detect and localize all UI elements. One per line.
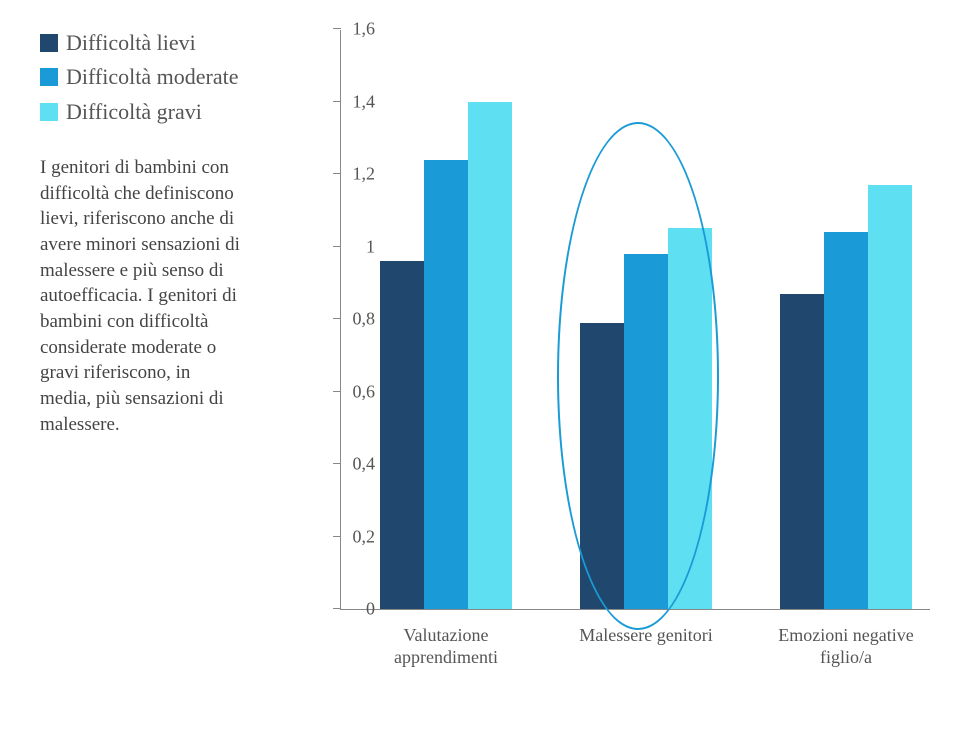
y-axis-label: 1,2 [335,164,375,185]
legend-item: Difficoltà moderate [40,64,240,90]
y-axis-label: 0,6 [335,381,375,402]
legend-item: Difficoltà gravi [40,99,240,125]
bar [424,160,468,610]
legend-label: Difficoltà gravi [66,99,202,125]
legend-swatch [40,34,58,52]
chart-column: 0 0,2 0,4 0,6 0,8 1 1,2 1,4 1,6 Valutazioneappren… [260,20,940,734]
description-text: I genitori di bambini con difficoltà che… [40,155,240,437]
bar-group [571,228,721,609]
plot-area: 00,20,40,60,811,21,41,6Valutazioneappren… [340,30,930,610]
left-column: Difficoltà lievi Difficoltà moderate Diffi… [40,20,260,734]
bar [780,294,824,609]
bar-chart: 00,20,40,60,811,21,41,6Valutazioneappren… [300,20,940,660]
x-axis-label: Malessere genitori [551,625,741,647]
bar [468,102,512,610]
bar [580,323,624,609]
chart-legend: Difficoltà lievi Difficoltà moderate Diffi… [40,30,240,125]
x-axis-label: Emozioni negativefiglio/a [751,625,941,668]
bar [380,261,424,609]
y-axis-label: 0,4 [335,454,375,475]
y-axis-label: 0,8 [335,309,375,330]
y-axis-label: 0,2 [335,526,375,547]
y-axis-label: 1 [335,236,375,257]
bar-group [371,102,521,610]
legend-swatch [40,68,58,86]
x-axis-label: Valutazioneapprendimenti [351,625,541,668]
y-axis-label: 1,4 [335,91,375,112]
legend-label: Difficoltà moderate [66,64,238,90]
bar [824,232,868,609]
bar [624,254,668,609]
bar-group [771,185,921,609]
bar [868,185,912,609]
y-axis-label: 1,6 [335,19,375,40]
y-axis-label: 0 [335,599,375,620]
legend-item: Difficoltà lievi [40,30,240,56]
slide-container: Difficoltà lievi Difficoltà moderate Diffi… [0,0,960,754]
bars-container [341,30,930,609]
legend-label: Difficoltà lievi [66,30,196,56]
legend-swatch [40,103,58,121]
bar [668,228,712,609]
